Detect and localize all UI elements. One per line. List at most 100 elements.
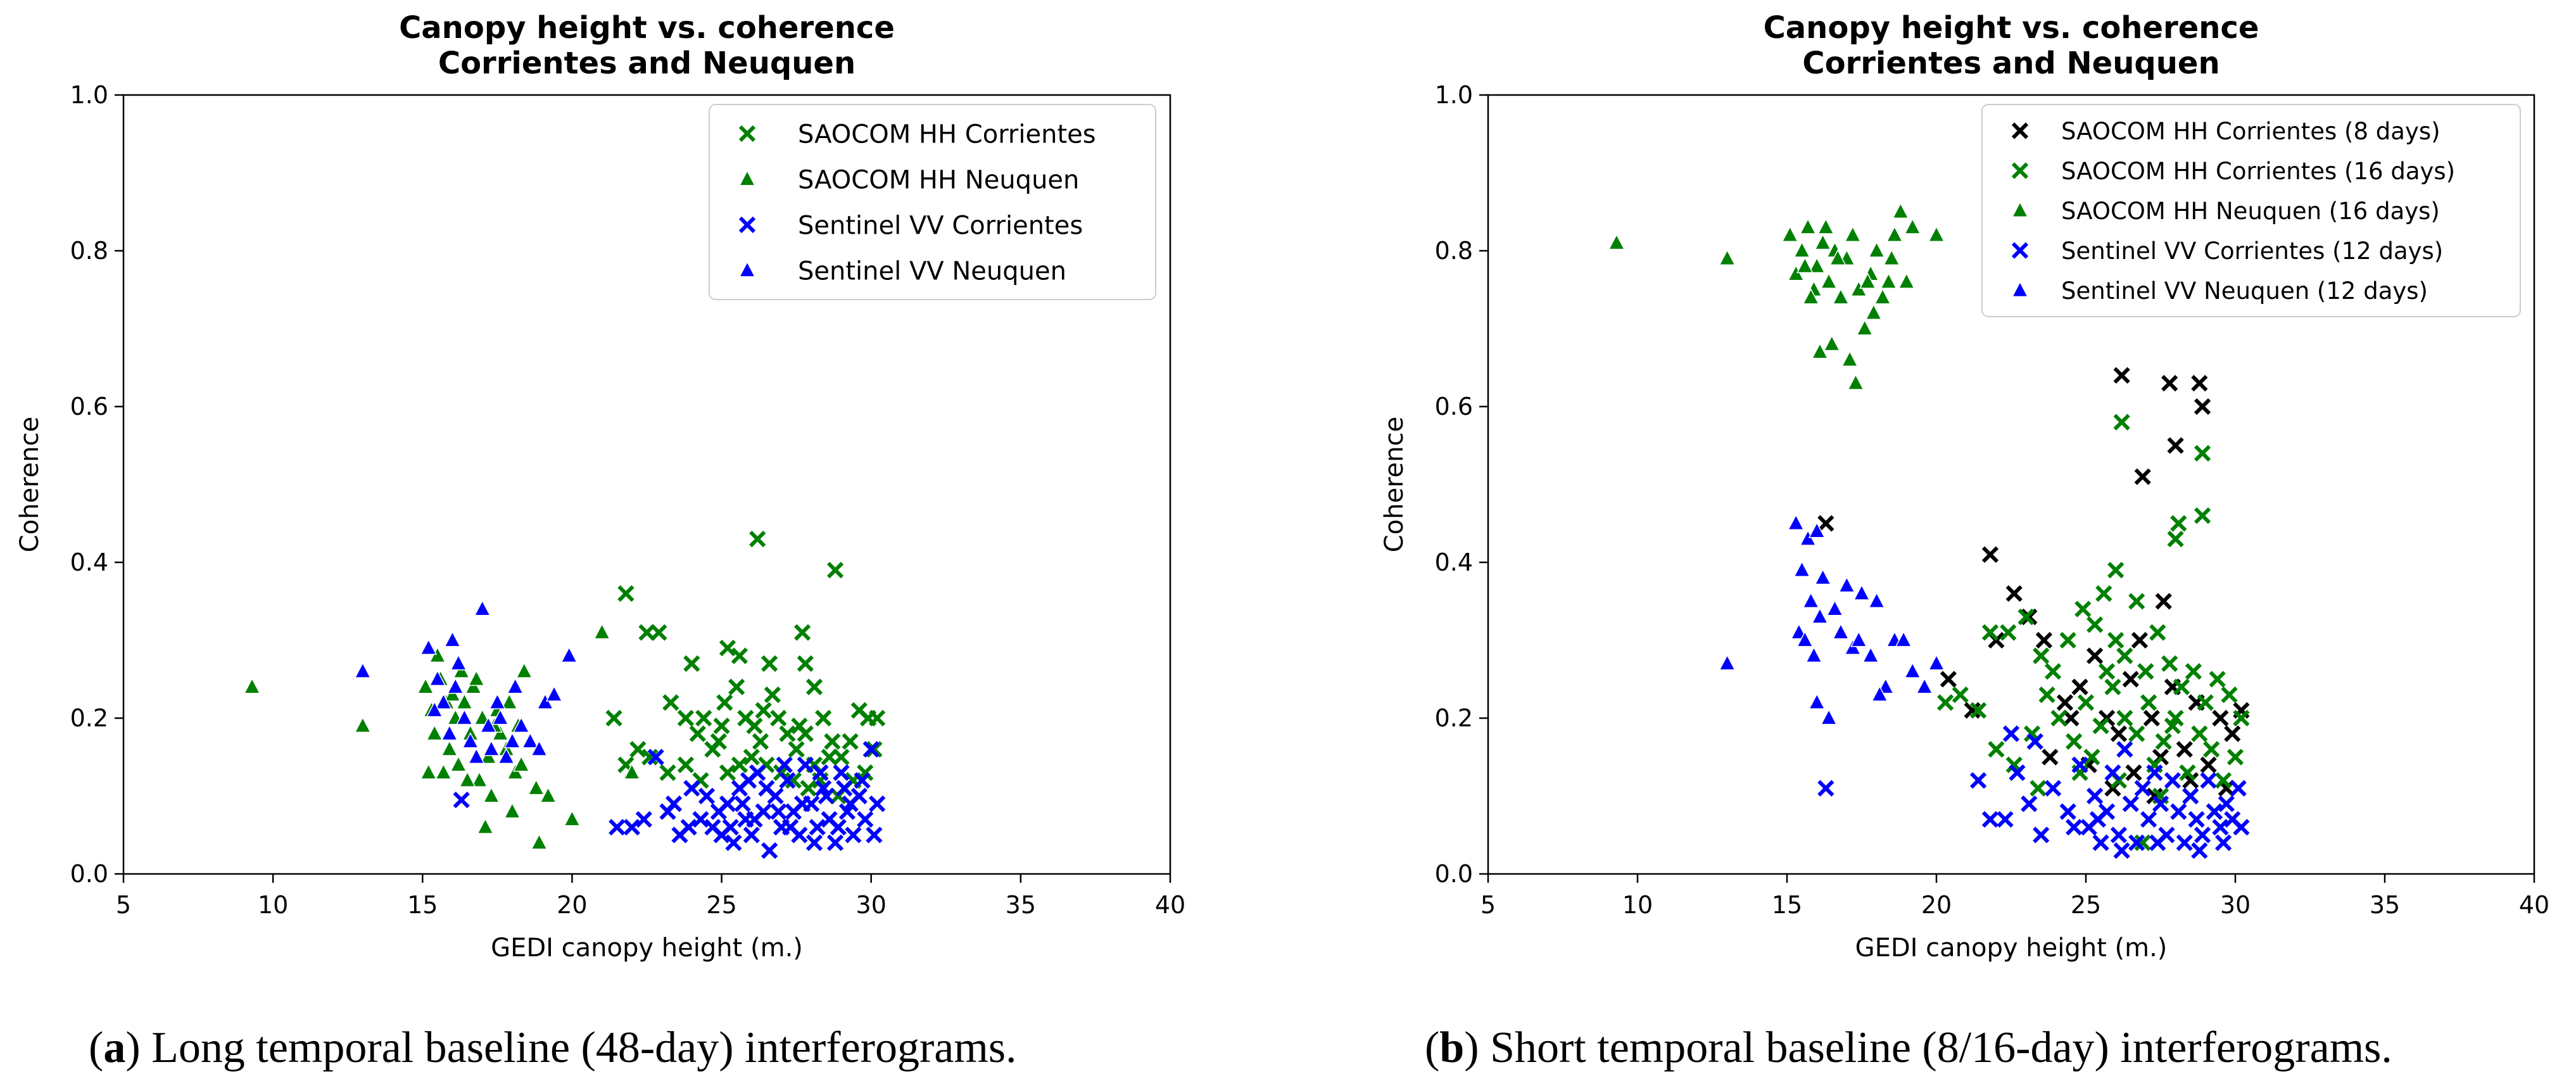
data-point [2113, 367, 2130, 384]
data-point [812, 764, 829, 781]
data-point [836, 780, 853, 797]
legend-label: Sentinel VV Neuquen (12 days) [2061, 277, 2428, 305]
data-point [2017, 608, 2035, 626]
data-point [1832, 623, 1850, 640]
caption-b: (b) Short temporal baseline (8/16-day) i… [1425, 1023, 2392, 1072]
data-point [450, 654, 467, 671]
data-point [503, 732, 521, 749]
data-point [743, 749, 760, 766]
data-point [420, 763, 438, 780]
x-tick-label: 35 [1006, 891, 1036, 919]
data-point [1850, 631, 1867, 647]
data-point [793, 795, 811, 812]
x-tick-label: 25 [706, 891, 736, 919]
data-point [1847, 374, 1864, 390]
data-point [1820, 709, 1838, 725]
data-point [1844, 225, 1862, 243]
data-point [2170, 803, 2187, 820]
data-point [2089, 811, 2107, 828]
data-point [770, 803, 787, 820]
data-point [824, 733, 841, 750]
chart-title: Canopy height vs. coherence [1764, 10, 2259, 46]
data-point [564, 810, 581, 826]
data-point [752, 733, 769, 750]
data-point [1853, 584, 1871, 600]
data-point [805, 834, 823, 851]
data-point [243, 677, 261, 694]
data-point [830, 819, 847, 836]
data-point [2122, 795, 2139, 812]
data-point [2005, 585, 2023, 602]
y-tick-label: 0.8 [70, 237, 108, 265]
data-point [1856, 319, 1874, 336]
data-point [677, 756, 695, 773]
data-point [2104, 764, 2121, 781]
data-point [498, 747, 515, 764]
data-point [2226, 749, 2244, 766]
series-2 [1608, 202, 1945, 390]
legend-marker [738, 170, 756, 186]
data-point [1805, 646, 1822, 663]
data-point [531, 740, 548, 756]
x-tick-label: 5 [1481, 891, 1496, 919]
data-point [1940, 671, 1957, 688]
data-point [1988, 741, 2005, 758]
data-point [2116, 647, 2133, 664]
data-point [2191, 374, 2208, 392]
data-point [818, 787, 835, 805]
data-point [2206, 803, 2223, 820]
data-point [609, 819, 626, 836]
data-point [560, 646, 578, 663]
data-point [2137, 663, 2154, 680]
data-point [1868, 591, 1885, 609]
data-point [2113, 414, 2130, 431]
data-point [1892, 202, 1909, 219]
data-point [429, 669, 446, 686]
caption-a-label: a [103, 1023, 126, 1072]
data-point [2009, 764, 2026, 781]
data-point [491, 709, 509, 725]
data-point [1880, 272, 1897, 289]
data-point [2113, 842, 2130, 859]
data-point [2176, 834, 2193, 851]
data-point [1820, 272, 1838, 289]
data-point [2087, 647, 2104, 664]
data-point [722, 819, 739, 836]
data-point [689, 725, 706, 742]
data-point [474, 599, 491, 616]
data-point [821, 749, 838, 766]
data-point [1952, 686, 1969, 704]
x-tick-label: 30 [2220, 891, 2251, 919]
data-point [2107, 562, 2125, 579]
data-point [845, 826, 862, 844]
data-point [1997, 811, 2014, 828]
data-point [2143, 709, 2160, 727]
data-point [782, 819, 799, 836]
x-tick-label: 5 [116, 891, 131, 919]
data-point [2087, 616, 2104, 633]
legend-marker [738, 261, 756, 277]
data-point [2194, 445, 2211, 462]
x-tick-label: 35 [2370, 891, 2400, 919]
data-point [1886, 225, 1904, 243]
caption-b-text: Short temporal baseline (8/16-day) inter… [1479, 1023, 2392, 1072]
data-point [2030, 780, 2047, 797]
data-point [2044, 780, 2062, 797]
data-point [1874, 288, 1891, 305]
x-tick-label: 15 [1772, 891, 1802, 919]
data-point [441, 740, 458, 756]
data-point [1859, 272, 1876, 289]
legend-label: Sentinel VV Neuquen [798, 256, 1066, 286]
y-tick-label: 1.0 [1435, 81, 1473, 109]
data-point [1817, 218, 1834, 234]
y-axis-label: Coherence [15, 417, 44, 553]
data-point [2000, 624, 2017, 641]
legend-marker [2011, 281, 2029, 298]
chart-subtitle: Corrientes and Neuquen [1802, 46, 2219, 81]
series-3 [1817, 725, 2250, 859]
legend-marker [2011, 122, 2029, 139]
data-point [761, 842, 778, 859]
data-point [1802, 591, 1820, 609]
